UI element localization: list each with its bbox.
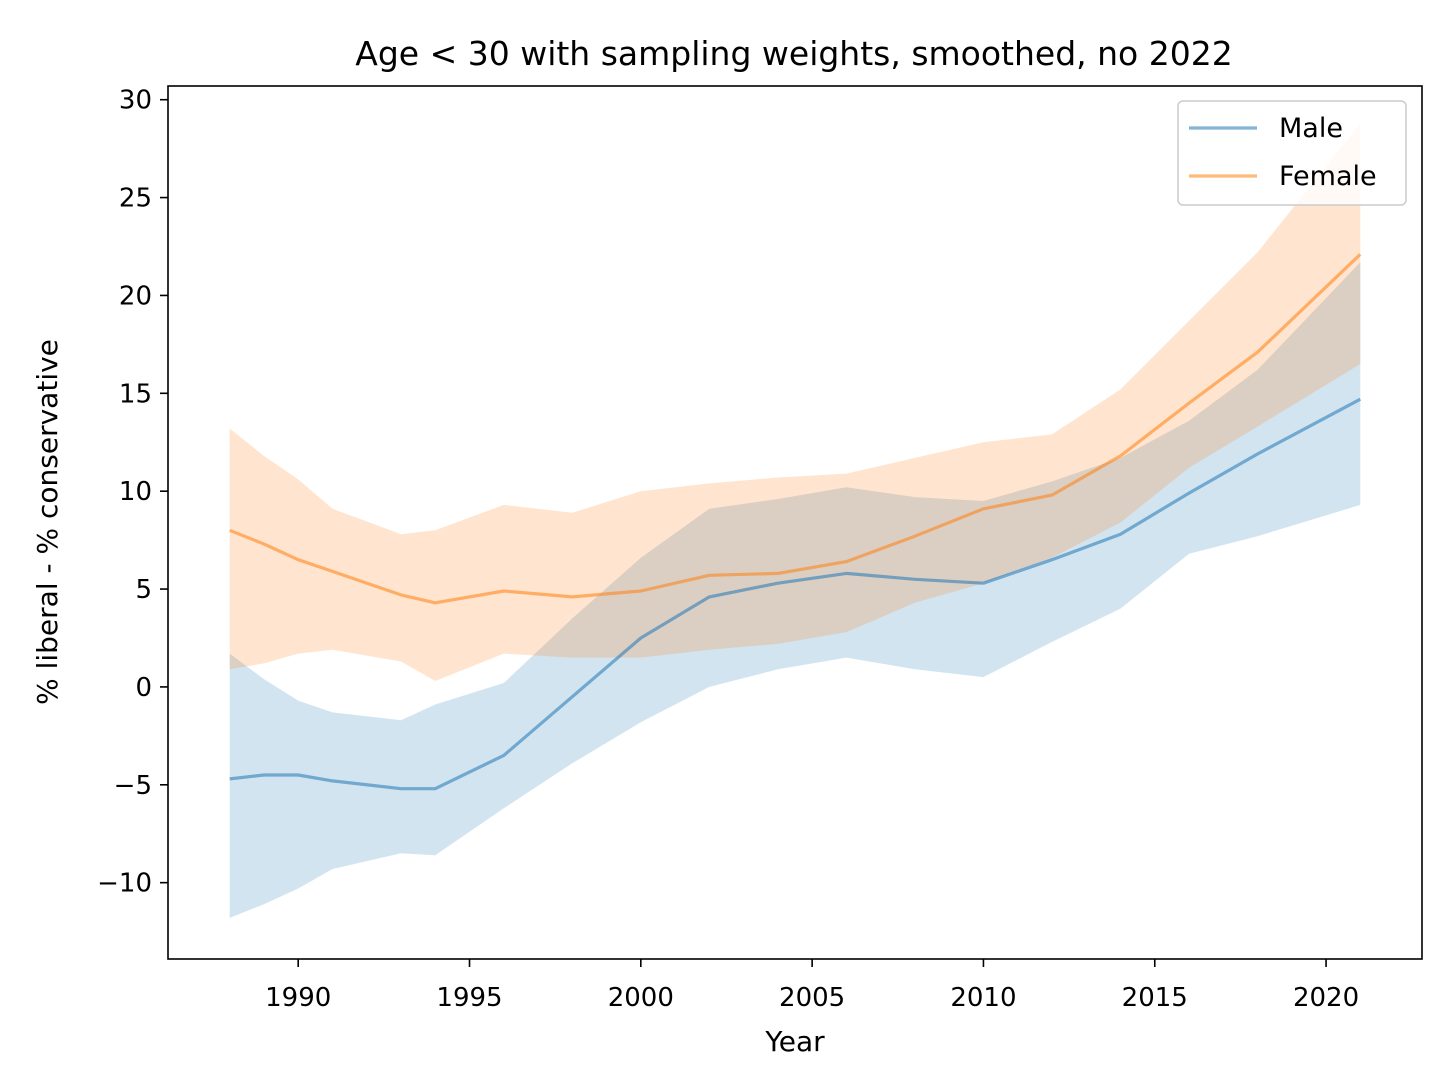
x-tick-label: 1995 xyxy=(436,983,502,1013)
x-axis-label: Year xyxy=(764,1025,825,1058)
x-tick-label: 2000 xyxy=(608,983,674,1013)
male-line xyxy=(229,397,1362,791)
y-axis-label: % liberal - % conservative xyxy=(31,339,64,705)
y-tick-label: −10 xyxy=(97,869,152,899)
chart-title: Age < 30 with sampling weights, smoothed… xyxy=(355,34,1232,73)
y-tick-label: 25 xyxy=(119,184,152,214)
plot-area xyxy=(167,85,1423,960)
y-tick-label: 30 xyxy=(119,86,152,116)
x-tick-label: 2005 xyxy=(779,983,845,1013)
y-tick-label: 10 xyxy=(119,477,152,507)
x-tick-label: 2010 xyxy=(950,983,1016,1013)
y-axis: −10 −5 0 5 10 15 20 25 30 xyxy=(97,86,168,899)
legend-male-label: Male xyxy=(1279,113,1343,144)
y-tick-label: 0 xyxy=(135,673,152,703)
y-tick-label: 5 xyxy=(135,575,152,605)
y-tick-label: 20 xyxy=(119,281,152,311)
series-lines xyxy=(229,253,1362,791)
legend-female-label: Female xyxy=(1279,161,1377,192)
female-confidence-band xyxy=(229,123,1361,681)
confidence-bands xyxy=(229,123,1361,918)
y-tick-label: 15 xyxy=(119,379,152,409)
x-tick-label: 2015 xyxy=(1122,983,1188,1013)
y-tick-label: −5 xyxy=(114,771,152,801)
x-tick-label: 2020 xyxy=(1293,983,1359,1013)
plot-frame xyxy=(167,85,1423,960)
x-axis: 1990 1995 2000 2005 2010 2015 2020 xyxy=(265,959,1359,1013)
male-confidence-band xyxy=(229,262,1361,918)
legend: Male Female xyxy=(1177,100,1407,206)
female-line xyxy=(229,253,1362,605)
x-tick-label: 1990 xyxy=(265,983,331,1013)
